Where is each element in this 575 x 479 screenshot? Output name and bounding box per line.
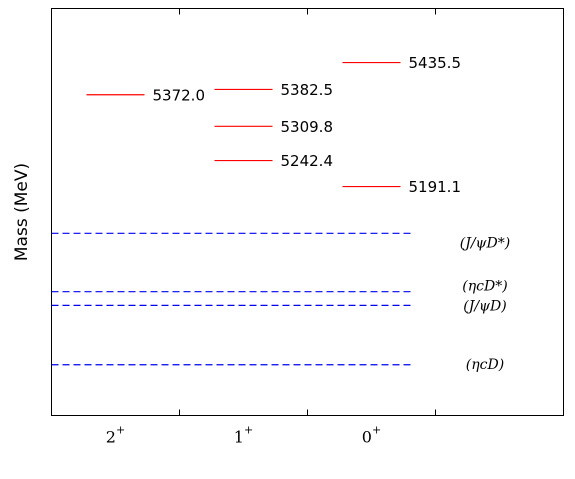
- x-tick-label: 1+: [234, 424, 253, 447]
- level-label: 5372.0: [153, 86, 206, 104]
- x-tick-label: 0+: [362, 424, 381, 447]
- level-label: 5191.1: [409, 178, 462, 196]
- level-label: 5242.4: [281, 152, 334, 170]
- tick-base: 2: [106, 427, 116, 446]
- threshold-label: (J/ψD): [463, 298, 506, 314]
- y-axis-label: Mass (MeV): [12, 163, 32, 261]
- threshold-label: (ηcD): [466, 357, 504, 373]
- x-tick-label: 2+: [106, 424, 125, 447]
- tick-sup: +: [372, 424, 381, 437]
- tick-base: 1: [234, 427, 244, 446]
- tick-sup: +: [244, 424, 253, 437]
- tick-base: 0: [362, 427, 372, 446]
- level-label: 5435.5: [409, 54, 462, 72]
- tick-sup: +: [116, 424, 125, 437]
- level-label: 5382.5: [281, 81, 334, 99]
- level-label: 5309.8: [281, 118, 334, 136]
- threshold-label: (J/ψD*): [460, 235, 510, 251]
- plot-frame: [51, 8, 564, 416]
- threshold-label: (ηcD*): [462, 279, 507, 295]
